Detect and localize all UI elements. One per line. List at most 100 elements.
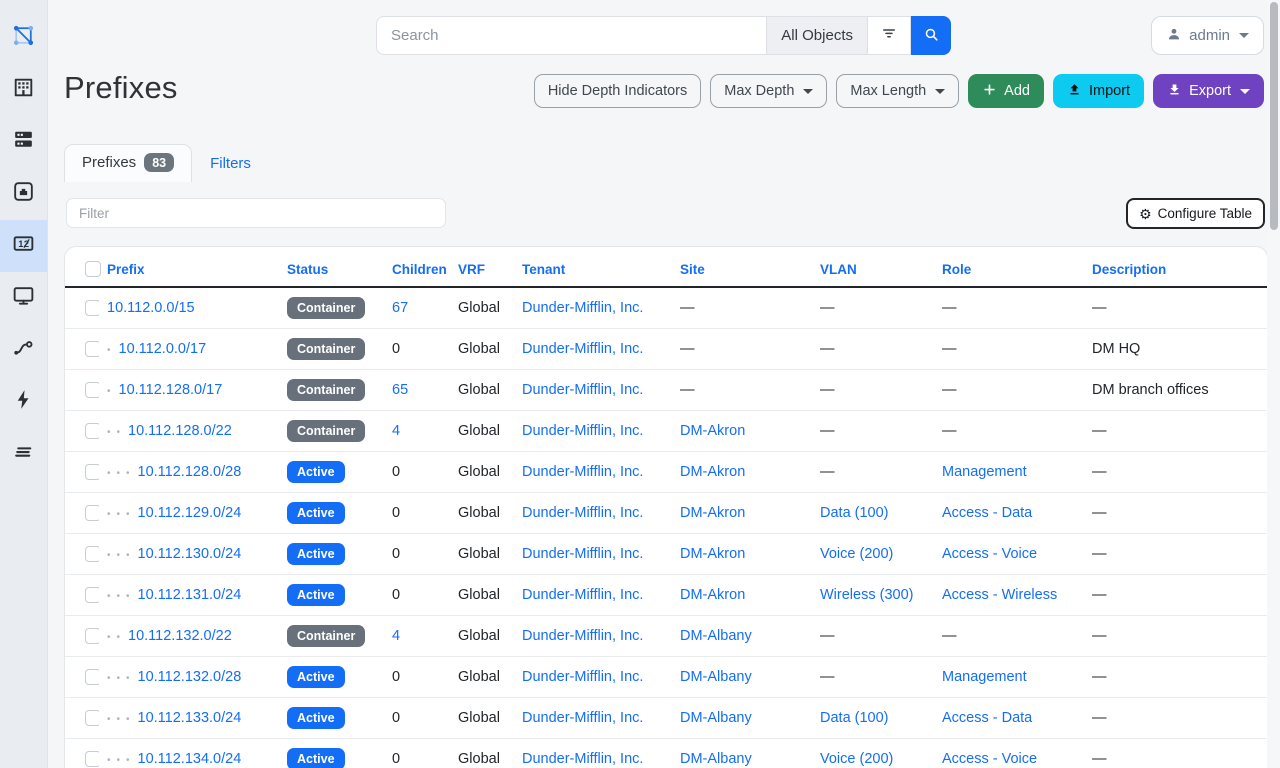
export-dropdown[interactable]: Export <box>1153 74 1264 108</box>
row-checkbox[interactable] <box>85 464 99 480</box>
column-header-vrf[interactable]: VRF <box>450 247 514 288</box>
site-value[interactable]: DM-Akron <box>680 587 746 603</box>
tab-prefixes[interactable]: Prefixes 83 <box>64 144 193 182</box>
sidebar-item-organization[interactable] <box>0 64 47 116</box>
tenant-link[interactable]: Dunder-Mifflin, Inc. <box>522 751 644 767</box>
vlan-value[interactable]: Voice (200) <box>820 546 894 562</box>
role-value[interactable]: Management <box>942 464 1027 480</box>
row-checkbox[interactable] <box>85 423 99 439</box>
role-value[interactable]: Access - Wireless <box>942 587 1058 603</box>
user-menu-button[interactable]: admin <box>1151 16 1264 55</box>
tenant-link[interactable]: Dunder-Mifflin, Inc. <box>522 669 644 685</box>
tenant-link[interactable]: Dunder-Mifflin, Inc. <box>522 341 644 357</box>
tenant-link[interactable]: Dunder-Mifflin, Inc. <box>522 300 644 316</box>
search-input[interactable] <box>376 16 767 55</box>
search-filter-button[interactable] <box>867 16 911 55</box>
vlan-value[interactable]: Voice (200) <box>820 751 894 767</box>
prefix-link[interactable]: 10.112.132.0/28 <box>137 669 242 685</box>
vlan-value[interactable]: Wireless (300) <box>820 587 914 603</box>
column-header-children[interactable]: Children <box>384 247 450 288</box>
row-checkbox[interactable] <box>85 751 99 767</box>
tenant-link[interactable]: Dunder-Mifflin, Inc. <box>522 423 644 439</box>
column-header-description[interactable]: Description <box>1084 247 1267 288</box>
site-value[interactable]: DM-Albany <box>680 710 752 726</box>
import-button[interactable]: Import <box>1052 74 1145 108</box>
max-depth-dropdown[interactable]: Max Depth <box>710 74 828 108</box>
max-length-dropdown[interactable]: Max Length <box>836 74 960 108</box>
role-value[interactable]: Management <box>942 669 1027 685</box>
sidebar-item-ipam[interactable]: 1 2 <box>0 220 47 272</box>
prefix-link[interactable]: 10.112.128.0/28 <box>137 464 242 480</box>
row-checkbox[interactable] <box>85 382 99 398</box>
prefix-link[interactable]: 10.112.128.0/22 <box>128 423 232 439</box>
site-value[interactable]: DM-Albany <box>680 628 752 644</box>
vertical-scrollbar[interactable] <box>1267 0 1280 768</box>
site-value[interactable]: DM-Akron <box>680 546 746 562</box>
row-checkbox[interactable] <box>85 587 99 603</box>
sidebar-item-virtualization[interactable] <box>0 272 47 324</box>
column-header-vlan[interactable]: VLAN <box>812 247 934 288</box>
site-value[interactable]: DM-Albany <box>680 751 752 767</box>
children-count[interactable]: 4 <box>392 628 401 644</box>
tenant-link[interactable]: Dunder-Mifflin, Inc. <box>522 587 644 603</box>
site-value[interactable]: DM-Akron <box>680 423 746 439</box>
role-value[interactable]: Access - Voice <box>942 546 1038 562</box>
tenant-link[interactable]: Dunder-Mifflin, Inc. <box>522 710 644 726</box>
vlan-value[interactable]: Data (100) <box>820 505 889 521</box>
prefix-link[interactable]: 10.112.133.0/24 <box>137 710 242 726</box>
sidebar-item-connections[interactable] <box>0 168 47 220</box>
row-checkbox[interactable] <box>85 300 99 316</box>
row-checkbox[interactable] <box>85 341 99 357</box>
sidebar-item-devices[interactable] <box>0 116 47 168</box>
svg-text:1: 1 <box>18 239 23 249</box>
column-header-site[interactable]: Site <box>672 247 812 288</box>
select-all-checkbox[interactable] <box>85 261 101 277</box>
column-header-tenant[interactable]: Tenant <box>514 247 672 288</box>
tenant-link[interactable]: Dunder-Mifflin, Inc. <box>522 464 644 480</box>
search-submit-button[interactable] <box>911 16 951 55</box>
prefix-link[interactable]: 10.112.129.0/24 <box>137 505 242 521</box>
tenant-link[interactable]: Dunder-Mifflin, Inc. <box>522 628 644 644</box>
children-count[interactable]: 67 <box>392 300 409 316</box>
role-value[interactable]: Access - Voice <box>942 751 1038 767</box>
column-header-role[interactable]: Role <box>934 247 1084 288</box>
site-value[interactable]: DM-Akron <box>680 505 746 521</box>
column-header-status[interactable]: Status <box>279 247 384 288</box>
row-checkbox[interactable] <box>85 628 99 644</box>
row-checkbox[interactable] <box>85 546 99 562</box>
description-value: — <box>1092 464 1107 480</box>
prefix-link[interactable]: 10.112.128.0/17 <box>118 382 223 398</box>
scrollbar-thumb[interactable] <box>1269 2 1278 230</box>
hide-depth-indicators-button[interactable]: Hide Depth Indicators <box>533 74 702 108</box>
column-header-prefix[interactable]: Prefix <box>99 247 279 288</box>
prefix-link[interactable]: 10.112.130.0/24 <box>137 546 242 562</box>
prefix-link[interactable]: 10.112.134.0/24 <box>137 751 242 767</box>
prefix-link[interactable]: 10.112.0.0/15 <box>107 300 195 316</box>
tenant-link[interactable]: Dunder-Mifflin, Inc. <box>522 382 644 398</box>
vrf-value: Global <box>458 587 500 603</box>
tenant-link[interactable]: Dunder-Mifflin, Inc. <box>522 546 644 562</box>
row-checkbox[interactable] <box>85 505 99 521</box>
site-value[interactable]: DM-Akron <box>680 464 746 480</box>
prefix-link[interactable]: 10.112.131.0/24 <box>137 587 242 603</box>
sidebar-item-circuits[interactable] <box>0 324 47 376</box>
vlan-value[interactable]: Data (100) <box>820 710 889 726</box>
prefix-link[interactable]: 10.112.132.0/22 <box>128 628 232 644</box>
children-count[interactable]: 4 <box>392 423 401 439</box>
row-checkbox[interactable] <box>85 710 99 726</box>
prefix-link[interactable]: 10.112.0.0/17 <box>118 341 207 357</box>
role-value[interactable]: Access - Data <box>942 710 1033 726</box>
role-value[interactable]: Access - Data <box>942 505 1033 521</box>
row-checkbox[interactable] <box>85 669 99 685</box>
sidebar-item-home[interactable] <box>0 12 47 64</box>
sidebar-item-power[interactable] <box>0 376 47 428</box>
tenant-link[interactable]: Dunder-Mifflin, Inc. <box>522 505 644 521</box>
configure-table-button[interactable]: ⚙ Configure Table <box>1126 198 1265 229</box>
add-button[interactable]: Add <box>968 74 1044 108</box>
table-filter-input[interactable] <box>66 198 446 228</box>
children-count[interactable]: 65 <box>392 382 409 398</box>
sidebar-item-misc[interactable] <box>0 428 47 480</box>
tab-filters[interactable]: Filters <box>210 155 251 172</box>
site-value[interactable]: DM-Albany <box>680 669 752 685</box>
search-scope-dropdown[interactable]: All Objects <box>766 16 867 55</box>
